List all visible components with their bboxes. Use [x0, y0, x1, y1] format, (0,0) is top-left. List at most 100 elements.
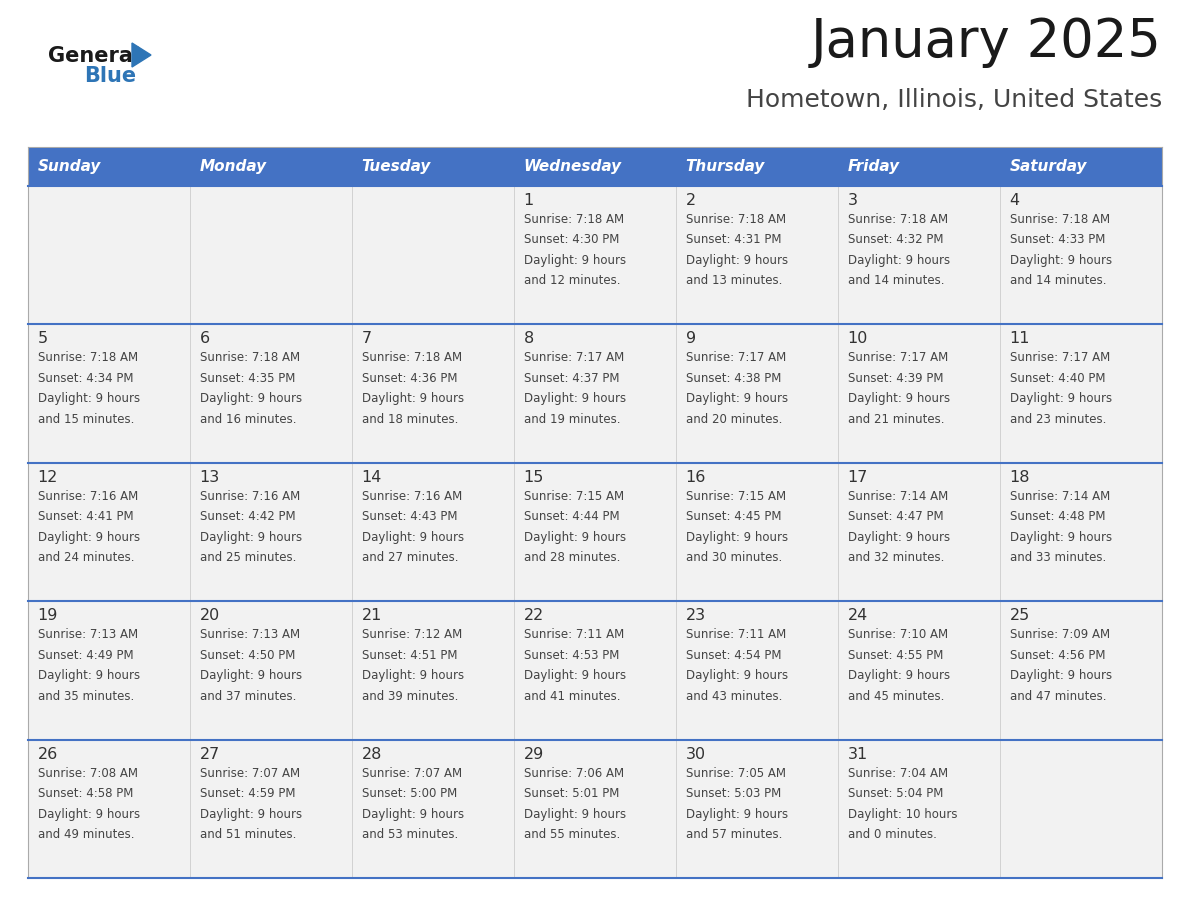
Text: Sunrise: 7:14 AM: Sunrise: 7:14 AM — [1010, 490, 1110, 503]
Text: Sunset: 4:42 PM: Sunset: 4:42 PM — [200, 510, 296, 523]
Text: 27: 27 — [200, 746, 220, 762]
Text: Daylight: 9 hours: Daylight: 9 hours — [200, 531, 302, 543]
Text: Sunset: 4:55 PM: Sunset: 4:55 PM — [848, 649, 943, 662]
Text: Sunset: 5:04 PM: Sunset: 5:04 PM — [848, 787, 943, 800]
Text: Sunday: Sunday — [38, 160, 101, 174]
Text: Daylight: 9 hours: Daylight: 9 hours — [361, 392, 463, 406]
Bar — [29, 740, 1162, 878]
Text: and 27 minutes.: and 27 minutes. — [361, 551, 459, 565]
Text: Sunset: 4:48 PM: Sunset: 4:48 PM — [1010, 510, 1105, 523]
Text: and 47 minutes.: and 47 minutes. — [1010, 689, 1106, 702]
Text: General: General — [48, 46, 140, 66]
Text: Daylight: 9 hours: Daylight: 9 hours — [361, 669, 463, 682]
Text: Sunset: 4:58 PM: Sunset: 4:58 PM — [38, 787, 133, 800]
Text: 10: 10 — [848, 331, 868, 346]
Text: Blue: Blue — [84, 66, 137, 86]
Text: Sunset: 4:49 PM: Sunset: 4:49 PM — [38, 649, 133, 662]
Text: Sunrise: 7:18 AM: Sunrise: 7:18 AM — [685, 213, 785, 226]
Text: Sunset: 4:59 PM: Sunset: 4:59 PM — [200, 787, 296, 800]
Text: Daylight: 10 hours: Daylight: 10 hours — [848, 808, 958, 821]
Text: Sunset: 4:39 PM: Sunset: 4:39 PM — [848, 372, 943, 385]
Text: Sunset: 4:51 PM: Sunset: 4:51 PM — [361, 649, 457, 662]
Text: Thursday: Thursday — [685, 160, 765, 174]
Text: Sunrise: 7:15 AM: Sunrise: 7:15 AM — [685, 490, 785, 503]
Text: and 43 minutes.: and 43 minutes. — [685, 689, 782, 702]
Text: 23: 23 — [685, 609, 706, 623]
Text: Daylight: 9 hours: Daylight: 9 hours — [1010, 669, 1112, 682]
Text: and 51 minutes.: and 51 minutes. — [200, 828, 296, 841]
Text: 6: 6 — [200, 331, 210, 346]
Text: Sunrise: 7:17 AM: Sunrise: 7:17 AM — [524, 352, 624, 364]
Text: Sunset: 4:40 PM: Sunset: 4:40 PM — [1010, 372, 1105, 385]
Text: Sunset: 4:41 PM: Sunset: 4:41 PM — [38, 510, 133, 523]
Text: and 14 minutes.: and 14 minutes. — [1010, 274, 1106, 287]
Text: Daylight: 9 hours: Daylight: 9 hours — [1010, 392, 1112, 406]
Text: Sunset: 4:31 PM: Sunset: 4:31 PM — [685, 233, 782, 247]
Text: and 12 minutes.: and 12 minutes. — [524, 274, 620, 287]
Text: Daylight: 9 hours: Daylight: 9 hours — [200, 669, 302, 682]
Text: 1: 1 — [524, 193, 533, 208]
Text: Daylight: 9 hours: Daylight: 9 hours — [524, 669, 626, 682]
Text: 26: 26 — [38, 746, 58, 762]
Text: Sunrise: 7:17 AM: Sunrise: 7:17 AM — [1010, 352, 1110, 364]
Text: Sunrise: 7:18 AM: Sunrise: 7:18 AM — [1010, 213, 1110, 226]
Text: Sunrise: 7:06 AM: Sunrise: 7:06 AM — [524, 767, 624, 779]
Text: Sunset: 4:44 PM: Sunset: 4:44 PM — [524, 510, 619, 523]
Text: 20: 20 — [200, 609, 220, 623]
Text: Daylight: 9 hours: Daylight: 9 hours — [524, 392, 626, 406]
Text: Sunrise: 7:18 AM: Sunrise: 7:18 AM — [361, 352, 462, 364]
Text: 19: 19 — [38, 609, 58, 623]
Text: and 37 minutes.: and 37 minutes. — [200, 689, 296, 702]
Text: and 13 minutes.: and 13 minutes. — [685, 274, 782, 287]
Text: Sunrise: 7:07 AM: Sunrise: 7:07 AM — [200, 767, 299, 779]
Text: Sunrise: 7:17 AM: Sunrise: 7:17 AM — [848, 352, 948, 364]
Text: and 21 minutes.: and 21 minutes. — [848, 413, 944, 426]
Text: Daylight: 9 hours: Daylight: 9 hours — [685, 531, 788, 543]
Text: Sunset: 4:56 PM: Sunset: 4:56 PM — [1010, 649, 1105, 662]
Text: Wednesday: Wednesday — [524, 160, 621, 174]
Text: and 16 minutes.: and 16 minutes. — [200, 413, 296, 426]
Text: 7: 7 — [361, 331, 372, 346]
Text: Sunrise: 7:16 AM: Sunrise: 7:16 AM — [200, 490, 299, 503]
Text: Daylight: 9 hours: Daylight: 9 hours — [38, 808, 140, 821]
Text: Daylight: 9 hours: Daylight: 9 hours — [848, 392, 950, 406]
Text: and 15 minutes.: and 15 minutes. — [38, 413, 134, 426]
Text: and 49 minutes.: and 49 minutes. — [38, 828, 134, 841]
Text: and 55 minutes.: and 55 minutes. — [524, 828, 620, 841]
Text: Daylight: 9 hours: Daylight: 9 hours — [200, 808, 302, 821]
Text: and 57 minutes.: and 57 minutes. — [685, 828, 782, 841]
Text: and 39 minutes.: and 39 minutes. — [361, 689, 459, 702]
Text: Daylight: 9 hours: Daylight: 9 hours — [38, 392, 140, 406]
Text: Daylight: 9 hours: Daylight: 9 hours — [685, 808, 788, 821]
Text: Sunset: 5:00 PM: Sunset: 5:00 PM — [361, 787, 457, 800]
Text: Daylight: 9 hours: Daylight: 9 hours — [524, 254, 626, 267]
Text: and 35 minutes.: and 35 minutes. — [38, 689, 134, 702]
Text: Daylight: 9 hours: Daylight: 9 hours — [848, 254, 950, 267]
Polygon shape — [132, 43, 151, 67]
Text: Daylight: 9 hours: Daylight: 9 hours — [848, 531, 950, 543]
Text: Sunrise: 7:05 AM: Sunrise: 7:05 AM — [685, 767, 785, 779]
Text: 18: 18 — [1010, 470, 1030, 485]
Text: Sunset: 4:53 PM: Sunset: 4:53 PM — [524, 649, 619, 662]
Text: Sunrise: 7:15 AM: Sunrise: 7:15 AM — [524, 490, 624, 503]
Text: and 41 minutes.: and 41 minutes. — [524, 689, 620, 702]
Text: Sunrise: 7:09 AM: Sunrise: 7:09 AM — [1010, 628, 1110, 641]
Text: Daylight: 9 hours: Daylight: 9 hours — [38, 531, 140, 543]
Text: Daylight: 9 hours: Daylight: 9 hours — [685, 392, 788, 406]
Text: Hometown, Illinois, United States: Hometown, Illinois, United States — [746, 88, 1162, 112]
Text: 31: 31 — [848, 746, 868, 762]
Text: Sunset: 4:37 PM: Sunset: 4:37 PM — [524, 372, 619, 385]
Text: 21: 21 — [361, 609, 383, 623]
Text: Sunrise: 7:18 AM: Sunrise: 7:18 AM — [200, 352, 299, 364]
Text: Sunset: 4:45 PM: Sunset: 4:45 PM — [685, 510, 782, 523]
Text: 13: 13 — [200, 470, 220, 485]
Text: and 28 minutes.: and 28 minutes. — [524, 551, 620, 565]
Text: 28: 28 — [361, 746, 383, 762]
Text: 22: 22 — [524, 609, 544, 623]
Text: Sunrise: 7:11 AM: Sunrise: 7:11 AM — [524, 628, 624, 641]
Text: Daylight: 9 hours: Daylight: 9 hours — [685, 254, 788, 267]
Text: Sunset: 4:32 PM: Sunset: 4:32 PM — [848, 233, 943, 247]
Text: Sunrise: 7:13 AM: Sunrise: 7:13 AM — [200, 628, 299, 641]
Text: and 25 minutes.: and 25 minutes. — [200, 551, 296, 565]
Text: Daylight: 9 hours: Daylight: 9 hours — [361, 531, 463, 543]
